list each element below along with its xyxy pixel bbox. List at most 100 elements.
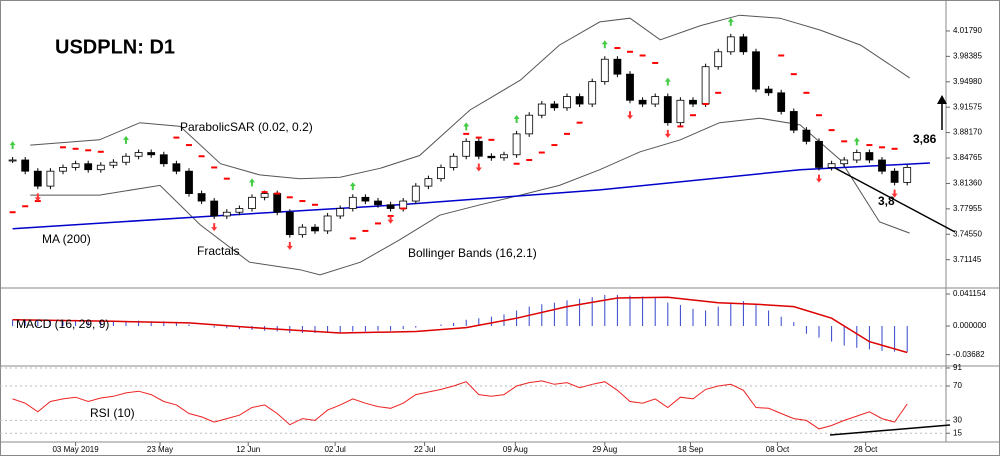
candle: [752, 51, 760, 90]
annotation: Bollinger Bands (16,2.1): [408, 246, 537, 260]
annotation: ParabolicSAR (0.02, 0.2): [180, 120, 313, 134]
x-tick-label: 08 Oct: [766, 445, 790, 454]
trend-line: [834, 167, 956, 233]
x-tick-label: 12 Jun: [236, 445, 260, 454]
candle: [222, 211, 231, 217]
candle: [235, 208, 244, 213]
candle: [701, 66, 710, 105]
candle: [399, 200, 408, 209]
candle: [512, 133, 521, 156]
candle: [500, 154, 508, 159]
candle: [714, 51, 723, 68]
fractal-down: [286, 241, 293, 250]
candle: [424, 178, 433, 187]
y-tick-label: 3.88170: [953, 128, 982, 137]
candle: [210, 200, 219, 217]
fractal-up: [853, 137, 860, 146]
indicator-line: [12, 162, 930, 230]
candle: [487, 155, 496, 159]
x-tick-label: 29 Aug: [592, 445, 617, 454]
indicator-line: [12, 296, 908, 354]
candle: [878, 159, 886, 172]
candle: [550, 103, 559, 109]
x-tick-label: 02 Jul: [324, 445, 346, 454]
y-tick-label: 3.94980: [953, 77, 982, 86]
fractal-down: [475, 163, 482, 172]
candle: [311, 226, 319, 232]
candle: [840, 159, 849, 165]
candle: [802, 129, 811, 142]
candle: [462, 140, 471, 157]
candle: [600, 58, 609, 83]
x-tick-label: 23 May: [147, 445, 173, 454]
candle: [676, 99, 685, 124]
candle: [21, 159, 30, 172]
candle: [449, 155, 458, 168]
fractal-up: [601, 40, 608, 49]
candle: [386, 204, 395, 209]
y-tick-label: 15: [953, 428, 962, 437]
x-tick-label: 03 May 2019: [52, 445, 99, 454]
candle: [525, 114, 534, 135]
candle: [336, 208, 345, 217]
y-tick-label: 3.71145: [953, 255, 982, 264]
candle: [84, 163, 93, 171]
candle: [789, 111, 798, 131]
candle: [764, 88, 773, 94]
candle: [588, 81, 597, 105]
candle: [273, 193, 282, 213]
candle: [285, 211, 294, 236]
candle: [71, 163, 80, 168]
fractal-up: [664, 77, 671, 86]
fractal-down: [627, 111, 633, 120]
annotation: MA (200): [42, 232, 91, 246]
y-tick-label: 0.041154: [953, 289, 986, 298]
fractal-up: [123, 135, 129, 144]
candle: [147, 152, 156, 156]
candle: [651, 96, 660, 105]
candle: [726, 36, 735, 53]
x-tick-label: 09 Aug: [503, 445, 528, 454]
fractal-down: [816, 174, 822, 183]
candle: [663, 96, 672, 124]
indicator-line: [12, 380, 908, 430]
trend-line: [829, 424, 951, 436]
candle: [852, 152, 861, 161]
fractal-up: [9, 141, 16, 150]
macd-title: MACD (16, 29, 9): [16, 317, 109, 331]
x-tick-label: 18 Sep: [678, 445, 704, 454]
chart-title: USDPLN: D1: [55, 36, 175, 58]
candle: [248, 196, 256, 209]
candle: [122, 155, 130, 163]
candle: [474, 140, 483, 157]
candle: [134, 152, 143, 157]
candle: [563, 96, 571, 109]
indicator-line: [30, 14, 910, 180]
y-tick-label: -0.03682: [953, 350, 985, 359]
candle: [815, 140, 823, 168]
candle: [197, 193, 206, 202]
candle: [575, 96, 584, 105]
candle: [33, 170, 42, 187]
y-tick-label: 4.01790: [953, 26, 982, 35]
fractal-down: [34, 193, 41, 202]
candle: [777, 92, 786, 112]
y-tick-label: 3.77955: [953, 204, 982, 213]
candle: [159, 154, 168, 165]
y-tick-label: 3.84765: [953, 153, 982, 162]
indicator-line: [30, 117, 910, 276]
candle: [323, 215, 332, 232]
fractal-down: [387, 215, 394, 224]
candle: [8, 159, 17, 162]
candle: [298, 226, 307, 236]
candle: [437, 167, 445, 180]
candle: [260, 193, 269, 198]
y-tick-label: 3.98385: [953, 51, 982, 60]
candle: [827, 163, 836, 168]
candle: [374, 200, 382, 206]
fractal-up: [463, 122, 470, 131]
candle: [613, 58, 622, 75]
candle: [638, 99, 647, 105]
candle: [361, 196, 370, 202]
